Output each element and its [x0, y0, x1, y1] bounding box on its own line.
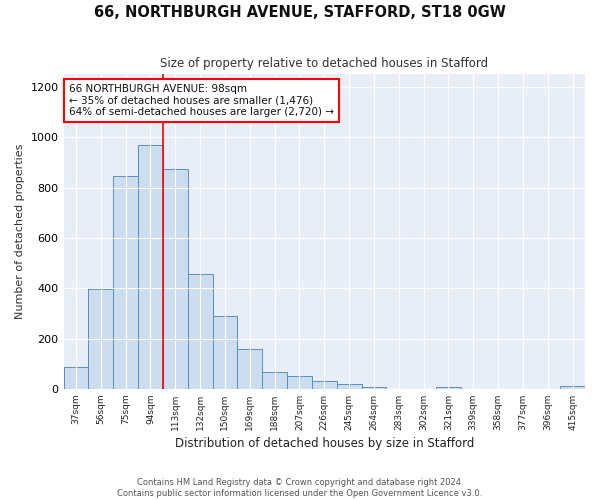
Bar	[262, 372, 287, 389]
Text: 66 NORTHBURGH AVENUE: 98sqm
← 35% of detached houses are smaller (1,476)
64% of : 66 NORTHBURGH AVENUE: 98sqm ← 35% of det…	[69, 84, 334, 117]
Bar	[113, 176, 138, 389]
Text: 66, NORTHBURGH AVENUE, STAFFORD, ST18 0GW: 66, NORTHBURGH AVENUE, STAFFORD, ST18 0G…	[94, 5, 506, 20]
X-axis label: Distribution of detached houses by size in Stafford: Distribution of detached houses by size …	[175, 437, 474, 450]
Bar	[337, 384, 362, 389]
Bar	[287, 376, 312, 389]
Bar	[212, 316, 238, 389]
Bar	[138, 145, 163, 389]
Bar	[88, 290, 113, 389]
Bar	[312, 382, 337, 389]
Bar	[64, 368, 88, 389]
Bar	[560, 386, 585, 389]
Y-axis label: Number of detached properties: Number of detached properties	[15, 144, 25, 320]
Bar	[436, 387, 461, 389]
Bar	[163, 169, 188, 389]
Title: Size of property relative to detached houses in Stafford: Size of property relative to detached ho…	[160, 58, 488, 70]
Bar	[238, 348, 262, 389]
Bar	[188, 274, 212, 389]
Text: Contains HM Land Registry data © Crown copyright and database right 2024.
Contai: Contains HM Land Registry data © Crown c…	[118, 478, 482, 498]
Bar	[362, 387, 386, 389]
